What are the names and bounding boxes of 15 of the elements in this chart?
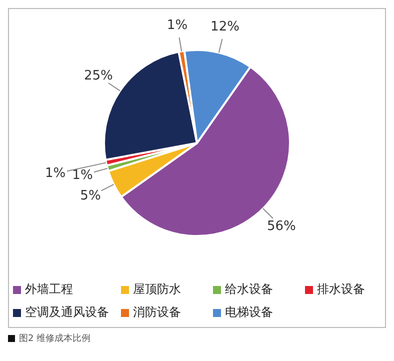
- data-label: 56%: [266, 219, 296, 234]
- caption: 图2 维修成本比例: [19, 332, 91, 345]
- legend-label: 外墙工程: [25, 281, 73, 298]
- legend-label: 屋顶防水: [133, 281, 181, 298]
- legend-label: 空调及通风设备: [25, 304, 109, 321]
- legend-label: 排水设备: [317, 281, 365, 298]
- data-label: 12%: [210, 20, 240, 35]
- legend-label: 消防设备: [133, 304, 181, 321]
- legend-label: 电梯设备: [225, 304, 273, 321]
- data-label: 1%: [44, 166, 66, 182]
- data-label: 1%: [166, 18, 188, 34]
- data-label: 5%: [80, 188, 101, 204]
- legend-label: 给水设备: [225, 281, 273, 298]
- data-label: 25%: [84, 68, 113, 84]
- data-label: 1%: [72, 168, 93, 183]
